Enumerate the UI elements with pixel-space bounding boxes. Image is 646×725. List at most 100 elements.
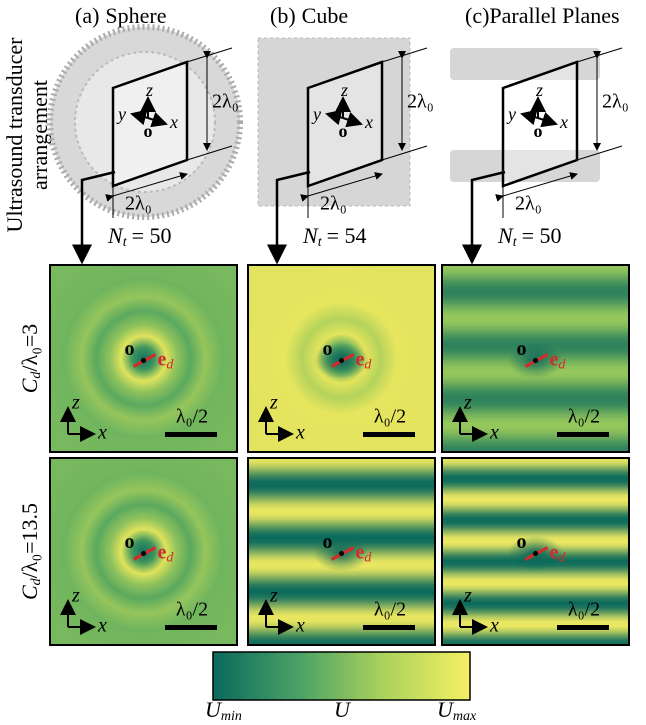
dipole-sub: d xyxy=(166,551,174,566)
side-title: Ultrasound transducerarrangement xyxy=(2,37,52,233)
leader xyxy=(267,170,311,265)
width-label: 2λ₀ xyxy=(515,193,542,215)
scale-bar xyxy=(363,625,415,630)
dipole-sub: d xyxy=(558,358,566,373)
dipole-center xyxy=(339,551,344,556)
dipole-label: ed xyxy=(158,541,175,566)
count-text: = 50 xyxy=(132,223,172,248)
axis-label: x xyxy=(295,422,305,444)
count-symbol: N xyxy=(107,223,124,248)
axis-label: z xyxy=(463,585,472,607)
colorbar-gradient xyxy=(212,651,471,701)
count-text: = 50 xyxy=(522,223,562,248)
dipole-sub: d xyxy=(364,551,372,566)
origin-label: o xyxy=(339,121,348,141)
column-tag: (c) xyxy=(465,3,489,28)
panel-border xyxy=(441,264,630,453)
axis-label: x xyxy=(489,422,499,444)
dipole-label: ed xyxy=(356,348,373,373)
axis-y xyxy=(520,109,539,126)
count-label: Nt = 54 xyxy=(302,223,367,250)
dipole-sub: d xyxy=(166,358,174,373)
leader xyxy=(462,170,506,265)
width-label: 2λ₀ xyxy=(125,193,152,215)
count-text: = 54 xyxy=(327,223,367,248)
axis-label: z xyxy=(269,392,278,414)
axis-x xyxy=(342,111,363,128)
count-sub: t xyxy=(318,235,323,250)
scale-label: λ₀/2 xyxy=(568,406,600,428)
dim-arrow xyxy=(300,172,383,202)
origin-label: o xyxy=(125,531,135,553)
dipole-center xyxy=(141,551,146,556)
scale-bar xyxy=(165,432,217,437)
origin-label: o xyxy=(517,531,527,553)
axis-x xyxy=(147,111,168,128)
axis-label: x xyxy=(559,112,568,132)
colorbar: Umin U Umax xyxy=(205,651,477,724)
row-symbol: C xyxy=(17,378,42,393)
panel-border xyxy=(49,457,238,646)
dipole-sub: d xyxy=(558,551,566,566)
dipole-label: ed xyxy=(356,541,373,566)
field-panel: o ed zx λ₀/2 xyxy=(441,457,630,646)
row-text: /λ₀=3 xyxy=(17,324,42,372)
colorbar-max: Umax xyxy=(437,697,477,724)
row-label: Cd/λ₀=3 xyxy=(17,324,44,394)
axis-y xyxy=(130,109,149,126)
dipole-center xyxy=(339,358,344,363)
origin-label: o xyxy=(323,531,333,553)
axis-label: x xyxy=(97,422,107,444)
column-title: (a) Sphere xyxy=(75,3,167,28)
origin-label: o xyxy=(323,338,333,360)
dim-arrow xyxy=(105,172,188,202)
axis-label: z xyxy=(463,392,472,414)
dipole-symbol: e xyxy=(356,348,365,370)
panel-border xyxy=(441,457,630,646)
count-label: Nt = 50 xyxy=(107,223,172,250)
axis-label: y xyxy=(311,104,321,124)
column-name: Cube xyxy=(302,3,348,28)
axis-label: y xyxy=(506,104,516,124)
column-name: Parallel Planes xyxy=(489,3,619,28)
panel-border xyxy=(247,264,436,453)
column-name: Sphere xyxy=(105,3,166,28)
axis-label: z xyxy=(340,80,348,100)
scale-label: λ₀/2 xyxy=(374,599,406,621)
column-tag: (a) xyxy=(75,3,99,28)
axis-label: z xyxy=(71,392,80,414)
field-panel: o ed zx λ₀/2 xyxy=(49,457,238,646)
height-label: 2λ₀ xyxy=(407,91,434,113)
axis-label: y xyxy=(116,104,126,124)
axis-label: z xyxy=(535,80,543,100)
dipole-center xyxy=(533,551,538,556)
axis-label: x xyxy=(169,112,178,132)
scale-bar xyxy=(363,432,415,437)
axis-x xyxy=(537,111,558,128)
axis-label: x xyxy=(295,615,305,637)
scale-label: λ₀/2 xyxy=(568,599,600,621)
dipole-center xyxy=(141,358,146,363)
scale-label: λ₀/2 xyxy=(176,406,208,428)
height-label: 2λ₀ xyxy=(212,91,239,113)
leader xyxy=(72,170,116,265)
axis-label: z xyxy=(71,585,80,607)
row-symbol: C xyxy=(17,585,42,600)
dipole-symbol: e xyxy=(550,348,559,370)
dipole-symbol: e xyxy=(158,541,167,563)
colorbar-min: Umin xyxy=(205,697,242,724)
field-panel: o ed zx λ₀/2 xyxy=(49,264,238,453)
dipole-symbol: e xyxy=(158,348,167,370)
dipole-symbol: e xyxy=(356,541,365,563)
schematics: Ultrasound transducerarrangement (a) Spher… xyxy=(2,3,629,265)
dipole-sub: d xyxy=(364,358,372,373)
scale-bar xyxy=(557,625,609,630)
count-symbol: N xyxy=(497,223,514,248)
scale-label: λ₀/2 xyxy=(176,599,208,621)
column-title: (c)Parallel Planes xyxy=(465,3,620,28)
plane-array xyxy=(450,48,600,80)
height-label: 2λ₀ xyxy=(602,91,629,113)
dim-arrow xyxy=(495,172,578,202)
count-sub: t xyxy=(123,235,128,250)
